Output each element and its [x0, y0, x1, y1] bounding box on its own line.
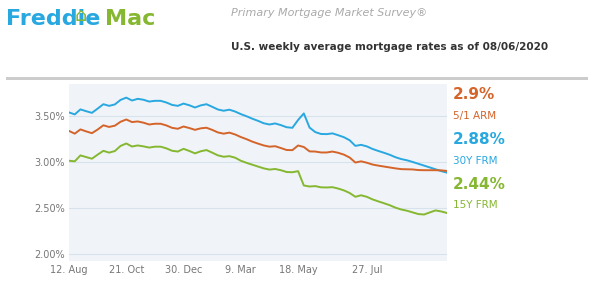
- Text: U.S. weekly average mortgage rates as of 08/06/2020: U.S. weekly average mortgage rates as of…: [231, 42, 548, 52]
- Text: 5/1 ARM: 5/1 ARM: [453, 110, 496, 121]
- Text: Primary Mortgage Market Survey®: Primary Mortgage Market Survey®: [231, 8, 427, 17]
- Text: 15Y FRM: 15Y FRM: [453, 200, 497, 211]
- Text: 2.44%: 2.44%: [453, 177, 506, 192]
- Text: 30Y FRM: 30Y FRM: [453, 155, 497, 166]
- Text: Freddie: Freddie: [6, 9, 100, 29]
- Text: Mac: Mac: [105, 9, 155, 29]
- Text: 2.9%: 2.9%: [453, 87, 495, 102]
- Text: 2.88%: 2.88%: [453, 132, 506, 147]
- Text: ⌂: ⌂: [75, 6, 87, 25]
